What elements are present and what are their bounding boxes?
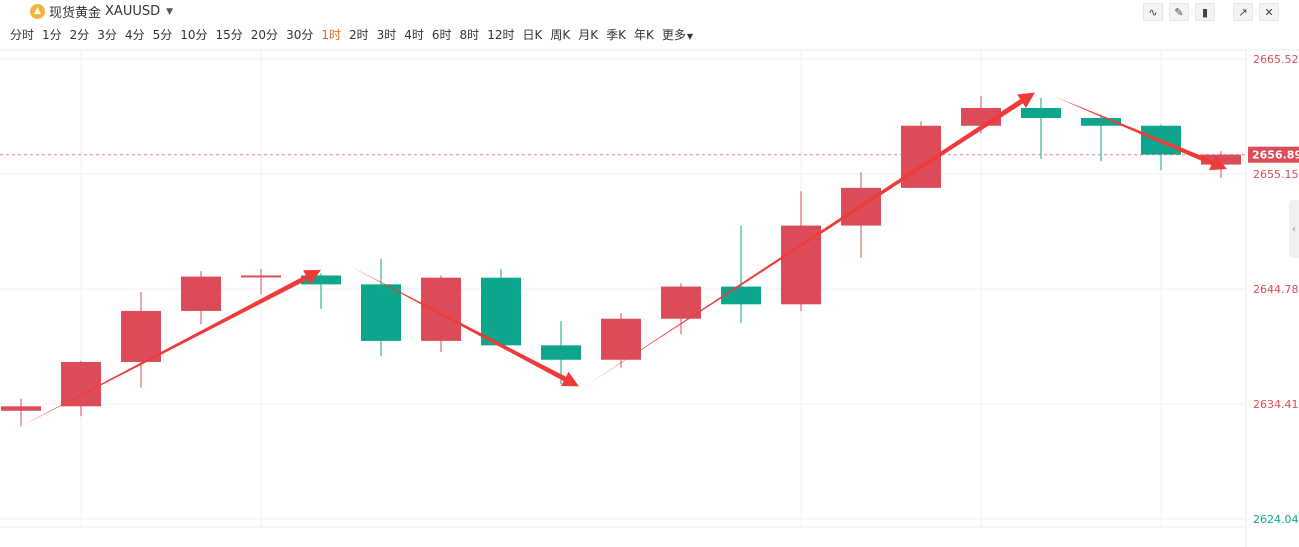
candle-body [121, 310, 161, 362]
candle-body [541, 345, 581, 360]
period-tab[interactable]: 4分 [124, 28, 145, 42]
candle-body [61, 361, 101, 407]
period-tab[interactable]: 年K [633, 28, 654, 42]
trend-arrow [351, 266, 579, 387]
candle-body [481, 277, 521, 346]
candle-body [601, 318, 641, 360]
chevron-left-icon: ‹ [1292, 223, 1296, 235]
candle-body [1, 406, 41, 411]
symbol-selector[interactable]: ▲ 现货黄金 XAUUSD ▼ [30, 2, 173, 21]
candle-body [361, 284, 401, 341]
period-tab[interactable]: 2分 [69, 28, 90, 42]
period-tab[interactable]: 20分 [250, 28, 279, 42]
candle-body [241, 275, 281, 278]
gold-coin-icon: ▲ [30, 4, 45, 19]
period-tab[interactable]: 3时 [376, 28, 397, 42]
period-tab[interactable]: 日K [522, 28, 543, 42]
period-tab[interactable]: 1分 [42, 28, 62, 42]
period-tab[interactable]: 分时 [10, 28, 35, 42]
close-icon[interactable]: ✕ [1259, 3, 1279, 21]
instrument-name: 现货黄金 [49, 6, 102, 21]
candle-body [721, 286, 761, 305]
period-tab[interactable]: 2时 [348, 28, 369, 42]
draw-tool-icon[interactable]: ✎ [1169, 3, 1189, 21]
candle-body [781, 225, 821, 305]
y-tick-label: 2665.52 [1253, 53, 1299, 66]
y-tick-label: 2634.41 [1253, 398, 1299, 411]
y-tick-label: 2655.15 [1253, 168, 1299, 181]
candle-body [301, 275, 341, 285]
period-tabs: 分时 1分 2分 3分 4分 5分 10分 15分 20分 30分 1时 2时 3时 4时 6时 8时 12时日… [10, 26, 701, 43]
period-tab[interactable]: 周K [550, 28, 571, 42]
last-price-tag [1248, 146, 1299, 163]
period-tab[interactable]: 15分 [215, 28, 243, 42]
candle-body [181, 276, 221, 311]
chevron-down-icon: ▼ [686, 32, 694, 41]
y-tick-label: 2624.04 [1253, 513, 1299, 526]
period-tab[interactable]: 8时 [459, 28, 480, 42]
candle-body [1081, 117, 1121, 126]
period-tab[interactable]: 10分 [180, 28, 208, 42]
line-chart-icon[interactable]: ∿ [1143, 3, 1163, 21]
last-price-label: 2656.89 [1252, 149, 1299, 162]
candle-body [1201, 154, 1241, 165]
candle-body [421, 277, 461, 341]
period-tab[interactable]: 30分 [286, 28, 314, 42]
expand-icon[interactable]: ↗ [1233, 3, 1253, 21]
instrument-symbol: XAUUSD [105, 4, 161, 19]
candle-body [1021, 108, 1061, 118]
chart-toolbar: ∿ ✎ ▮ ↗ ✕ [1143, 3, 1279, 21]
trend-arrow [21, 269, 321, 427]
period-tab[interactable]: 更多▼ [661, 28, 694, 42]
chevron-down-icon[interactable]: ▼ [166, 6, 174, 17]
trend-arrow [585, 92, 1035, 387]
side-panel-toggle[interactable]: ‹ [1289, 200, 1299, 258]
period-tab[interactable]: 月K [578, 28, 599, 42]
period-tab[interactable]: 12时 [487, 28, 515, 42]
period-tab[interactable]: 6时 [431, 28, 452, 42]
y-tick-label: 2644.78 [1253, 283, 1299, 296]
trend-arrow [1053, 95, 1227, 171]
candle-body [661, 286, 701, 319]
period-tab[interactable]: 季K [606, 28, 626, 42]
period-tab[interactable]: 4时 [404, 28, 424, 42]
candlestick-icon[interactable]: ▮ [1195, 3, 1215, 21]
period-tab[interactable]: 1时 [321, 28, 341, 42]
period-tab[interactable]: 5分 [152, 28, 173, 42]
chart-header: ▲ 现货黄金 XAUUSD ▼ ∿ ✎ ▮ ↗ ✕ [0, 0, 1299, 22]
period-tab[interactable]: 3分 [97, 28, 117, 42]
